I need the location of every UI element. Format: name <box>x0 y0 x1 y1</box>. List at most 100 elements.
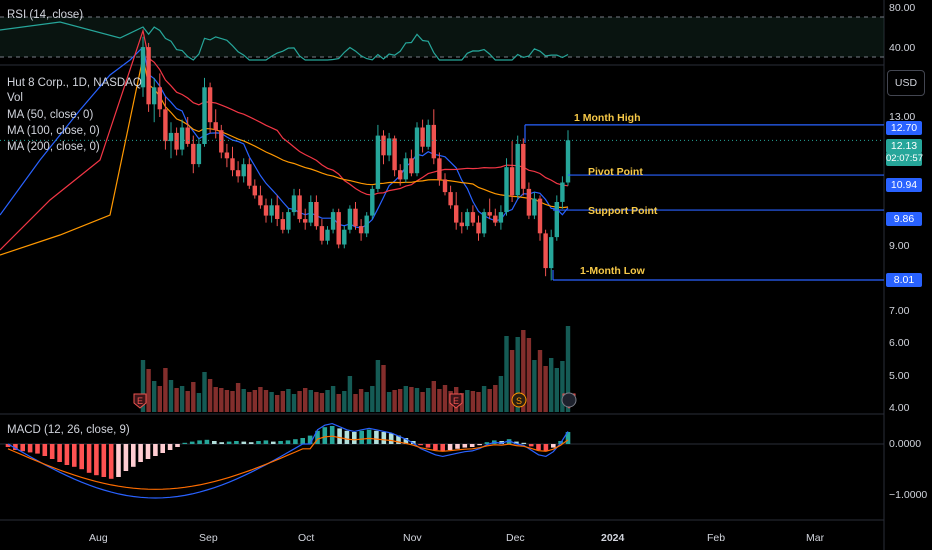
rsi-pane <box>0 16 884 61</box>
volume-bar <box>392 390 397 412</box>
candle-body <box>375 135 381 189</box>
candle-body <box>286 212 291 230</box>
macd-histogram-bar <box>278 441 283 444</box>
candle-body <box>509 167 515 196</box>
vol-label[interactable]: Vol <box>7 92 23 104</box>
volume-bar <box>230 391 235 412</box>
candle-body <box>543 233 548 269</box>
candle-body <box>426 124 431 147</box>
candle-body <box>392 138 397 171</box>
ma100-label[interactable]: MA (100, close, 0) <box>7 125 100 137</box>
candle-body <box>532 198 537 216</box>
rsi-label[interactable]: RSI (14, close) <box>7 9 84 21</box>
volume-bar <box>526 338 532 412</box>
candle-body <box>185 127 190 144</box>
candle-body <box>521 143 526 189</box>
volume-bar <box>375 360 381 412</box>
candle-body <box>280 219 285 230</box>
candle-body <box>152 87 157 105</box>
candle-body <box>230 158 235 171</box>
macd-histogram-bar <box>167 444 173 450</box>
volume-bar <box>409 387 414 412</box>
countdown-tag: 02:07:57 <box>886 152 923 166</box>
macd-histogram-bar <box>337 428 342 444</box>
earnings-icon <box>449 393 463 409</box>
volume-bar <box>414 388 420 412</box>
ma100-line <box>0 28 569 251</box>
macd-histogram-bar <box>528 444 534 447</box>
volume-bar <box>515 337 520 412</box>
symbol-title[interactable]: Hut 8 Corp., 1D, NASDAQ <box>7 77 142 89</box>
candle-body <box>437 158 442 180</box>
macd-histogram-bar <box>263 440 269 444</box>
volume-bars <box>140 326 571 412</box>
ma50-label[interactable]: MA (50, close, 0) <box>7 109 94 121</box>
macd-histogram-bar <box>138 444 143 462</box>
volume-bar <box>319 393 325 412</box>
x-tick: 2024 <box>601 532 625 544</box>
macd-label[interactable]: MACD (12, 26, close, 9) <box>7 424 130 436</box>
macd-histogram-bar <box>35 444 40 454</box>
macd-tick: 0.0000 <box>889 438 922 450</box>
macd-histogram-bar <box>197 440 202 444</box>
candle-body <box>481 212 487 234</box>
volume-bar <box>336 394 341 412</box>
volume-bar <box>543 366 548 412</box>
macd-histogram-bar <box>271 441 276 444</box>
macd-histogram-bar <box>116 444 121 477</box>
volume-bar <box>537 350 543 412</box>
macd-histogram-bar <box>366 429 372 444</box>
support-annotation: Support Point <box>588 205 658 217</box>
macd-histogram-bar <box>86 444 92 473</box>
volume-bar <box>493 385 498 412</box>
volume-bar <box>560 361 565 412</box>
candle-body <box>459 222 464 227</box>
volume-bar <box>465 390 470 412</box>
volume-bar <box>303 388 308 412</box>
currency-button[interactable]: USD <box>887 70 925 96</box>
macd-histogram-bar <box>131 444 136 467</box>
macd-histogram-bar <box>381 432 387 444</box>
volume-bar <box>258 387 263 412</box>
candle-body <box>487 212 492 216</box>
volume-bar <box>398 389 403 412</box>
rsi-tick: 40.00 <box>889 42 916 54</box>
volume-bar <box>470 391 476 412</box>
volume-bar <box>509 350 515 412</box>
volume-bar <box>146 369 151 412</box>
split-icon <box>511 392 527 408</box>
rsi-tick: 80.00 <box>889 2 916 14</box>
volume-bar <box>504 336 509 412</box>
macd-histogram-bar <box>543 444 549 452</box>
candle-body <box>308 202 313 223</box>
candle-body <box>140 47 146 88</box>
volume-bar <box>353 394 358 412</box>
candle-body <box>526 188 532 216</box>
volume-bar <box>431 381 436 412</box>
price-tick: 4.00 <box>889 402 910 414</box>
candle-body <box>258 195 263 206</box>
volume-bar <box>554 368 559 412</box>
macd-histogram-bar <box>49 444 55 459</box>
macd-histogram-bar <box>455 444 460 449</box>
volume-bar <box>297 391 302 412</box>
volume-bar <box>381 365 386 412</box>
candle-body <box>179 127 185 150</box>
x-tick: Mar <box>806 532 825 544</box>
event-icon-letter: S <box>516 396 522 406</box>
candle-body <box>409 158 414 174</box>
candle-body <box>191 143 196 165</box>
volume-bar <box>286 389 291 412</box>
macd-histogram-bar <box>212 441 217 444</box>
macd-histogram-bar <box>293 439 298 444</box>
macd-histogram-bar <box>536 444 541 450</box>
macd-histogram-bar <box>514 441 519 444</box>
candle-body <box>146 47 151 105</box>
macd-histogram-bar <box>322 427 328 444</box>
volume-bar <box>179 386 185 412</box>
ma200-label[interactable]: MA (200, close, 0) <box>7 141 100 153</box>
macd-histogram-bar <box>248 442 254 444</box>
candle-body <box>319 226 325 241</box>
candle-body <box>554 202 559 238</box>
candle-body <box>247 164 252 186</box>
